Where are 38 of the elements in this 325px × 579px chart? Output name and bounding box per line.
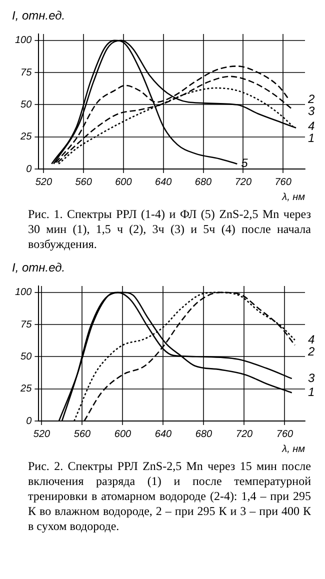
y-axis-title: I, отн.ед. — [12, 8, 66, 22]
text: Рис. 2. Спектры РРЛ ZnS-2,5 Mn через 15 мин после включения разряда (1) и после температурной тренировки в атомарном водороде (2-4): 1,4 – при 295 К во влажном водороде, 2 – при 295 К и 3 – при 400 К в сухом водороде. — [28, 459, 311, 534]
x-axis-title: λ, нм — [281, 192, 306, 203]
y-tick-label: 25 — [20, 132, 32, 143]
x-tick-label: 680 — [194, 176, 212, 188]
x-tick-label: 600 — [115, 176, 132, 188]
y-tick-label: 75 — [20, 319, 32, 330]
x-tick-label: 760 — [276, 428, 294, 440]
x-tick-label: 640 — [154, 428, 172, 440]
y-tick-label: 0 — [26, 164, 32, 175]
x-tick-label: 520 — [35, 176, 52, 188]
series-label: 1 — [308, 385, 315, 400]
x-axis-title: λ, нм — [281, 444, 306, 455]
series-label: 4 — [308, 332, 315, 346]
x-tick-label: 760 — [274, 176, 292, 188]
x-tick-label: 520 — [33, 428, 50, 440]
series-label: 2 — [307, 92, 315, 106]
y-tick-label: 100 — [14, 287, 32, 298]
text: Рис. 1. Спектры РРЛ (1-4) и ФЛ (5) ZnS-2,5 Mn через 30 мин (1), 1,5 ч (2), 3ч (3) и 5ч (4) после начала возбуждения. — [28, 207, 311, 252]
y-tick-label: 0 — [26, 416, 32, 427]
y-tick-label: 50 — [20, 99, 32, 110]
x-tick-label: 600 — [114, 428, 132, 440]
y-axis-title: I, отн.ед. — [12, 260, 66, 274]
x-tick-label: 720 — [236, 428, 254, 440]
series-label: 1 — [308, 130, 315, 145]
series-label: 3 — [308, 104, 315, 118]
series-label: 2 — [307, 344, 315, 358]
y-tick-label: 100 — [14, 35, 32, 46]
x-tick-label: 640 — [155, 176, 172, 188]
y-tick-label: 25 — [20, 384, 32, 395]
x-tick-label: 560 — [74, 428, 92, 440]
y-tick-label: 75 — [20, 67, 32, 78]
x-tick-label: 680 — [195, 428, 213, 440]
x-tick-label: 560 — [75, 176, 92, 188]
series-label: 4 — [308, 118, 315, 133]
series-label: 3 — [308, 370, 315, 385]
y-tick-label: 50 — [20, 351, 32, 362]
x-tick-label: 720 — [234, 176, 252, 188]
